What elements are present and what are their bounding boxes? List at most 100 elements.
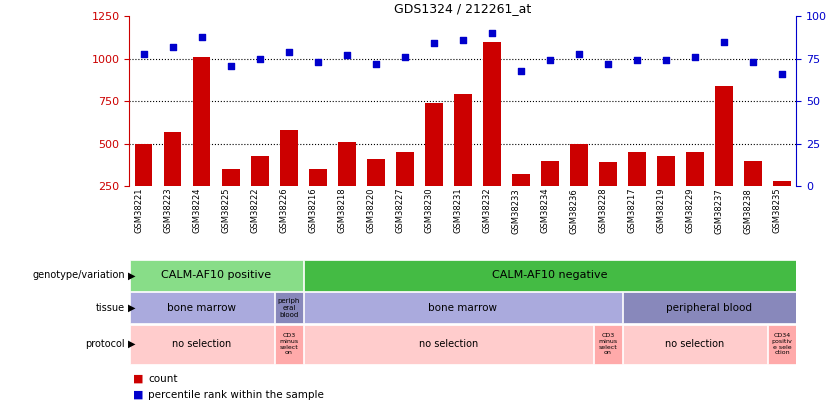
Text: CALM-AF10 positive: CALM-AF10 positive [161, 271, 271, 280]
Point [340, 52, 354, 59]
Bar [768, 325, 796, 364]
Point [717, 38, 731, 45]
Point [398, 54, 411, 60]
Text: GSM38232: GSM38232 [483, 188, 492, 233]
Bar [304, 260, 796, 291]
Text: GSM38228: GSM38228 [599, 188, 608, 233]
Text: ■: ■ [133, 390, 144, 400]
Bar [425, 103, 443, 229]
Text: GSM38224: GSM38224 [193, 188, 202, 233]
Bar [570, 144, 588, 229]
Text: peripheral blood: peripheral blood [666, 303, 752, 313]
Title: GDS1324 / 212261_at: GDS1324 / 212261_at [394, 2, 531, 15]
Bar [309, 169, 327, 229]
Point [369, 61, 383, 67]
Text: GSM38230: GSM38230 [425, 188, 434, 233]
Text: GSM38225: GSM38225 [222, 188, 231, 233]
Bar [304, 325, 593, 364]
Text: GSM38238: GSM38238 [744, 188, 753, 234]
Text: ▶: ▶ [128, 271, 135, 280]
Bar [716, 86, 732, 229]
Text: GSM38222: GSM38222 [251, 188, 260, 233]
Text: percentile rank within the sample: percentile rank within the sample [148, 390, 324, 400]
Text: CD34
positiv
e sele
ction: CD34 positiv e sele ction [771, 333, 792, 356]
Bar [744, 161, 761, 229]
Text: GSM38236: GSM38236 [570, 188, 579, 234]
Text: bone marrow: bone marrow [429, 303, 497, 313]
Bar [599, 162, 616, 229]
Bar [512, 175, 530, 229]
Bar [367, 159, 384, 229]
Bar [396, 152, 414, 229]
Point [254, 55, 267, 62]
Bar [193, 57, 210, 229]
Point [137, 50, 150, 57]
Text: bone marrow: bone marrow [168, 303, 236, 313]
Text: tissue: tissue [96, 303, 125, 313]
Text: ■: ■ [133, 374, 144, 384]
Point [282, 49, 295, 55]
Text: GSM38231: GSM38231 [454, 188, 463, 233]
Text: CALM-AF10 negative: CALM-AF10 negative [492, 271, 608, 280]
Text: GSM38229: GSM38229 [686, 188, 695, 233]
Text: GSM38234: GSM38234 [541, 188, 550, 233]
Bar [541, 161, 559, 229]
Text: GSM38217: GSM38217 [628, 188, 637, 233]
Point [601, 61, 615, 67]
Text: CD3
minus
select
on: CD3 minus select on [279, 333, 299, 356]
Bar [455, 94, 471, 229]
Bar [773, 181, 791, 229]
Text: periph
eral
blood: periph eral blood [278, 298, 300, 318]
Point [485, 30, 499, 36]
Point [515, 67, 528, 74]
Text: GSM38237: GSM38237 [715, 188, 724, 234]
Text: GSM38235: GSM38235 [773, 188, 782, 233]
Point [224, 62, 238, 69]
Text: protocol: protocol [85, 339, 125, 349]
Bar [483, 42, 500, 229]
Text: GSM38227: GSM38227 [396, 188, 404, 233]
Point [543, 57, 556, 64]
Bar [686, 152, 704, 229]
Bar [164, 132, 182, 229]
Bar [280, 130, 298, 229]
Bar [130, 292, 274, 323]
Point [572, 50, 585, 57]
Bar [338, 142, 355, 229]
Bar [628, 152, 646, 229]
Text: ▶: ▶ [128, 339, 135, 349]
Text: ▶: ▶ [128, 303, 135, 313]
Text: GSM38216: GSM38216 [309, 188, 318, 233]
Point [746, 59, 760, 65]
Text: no selection: no selection [172, 339, 231, 349]
Text: CD3
minus
select
on: CD3 minus select on [598, 333, 617, 356]
Bar [623, 292, 796, 323]
Text: genotype/variation: genotype/variation [33, 271, 125, 280]
Bar [657, 156, 675, 229]
Bar [275, 292, 303, 323]
Text: GSM38219: GSM38219 [657, 188, 666, 233]
Text: GSM38220: GSM38220 [367, 188, 376, 233]
Text: no selection: no selection [419, 339, 478, 349]
Point [659, 57, 672, 64]
Bar [130, 325, 274, 364]
Bar [275, 325, 303, 364]
Text: GSM38226: GSM38226 [280, 188, 289, 233]
Bar [130, 260, 303, 291]
Bar [623, 325, 767, 364]
Text: GSM38218: GSM38218 [338, 188, 347, 233]
Text: count: count [148, 374, 178, 384]
Bar [222, 169, 239, 229]
Text: GSM38233: GSM38233 [512, 188, 521, 234]
Bar [251, 156, 269, 229]
Text: no selection: no selection [666, 339, 725, 349]
Bar [594, 325, 622, 364]
Bar [304, 292, 622, 323]
Text: GSM38221: GSM38221 [135, 188, 143, 233]
Point [311, 59, 324, 65]
Point [166, 44, 179, 50]
Point [195, 33, 208, 40]
Point [456, 37, 470, 43]
Bar [135, 144, 153, 229]
Point [688, 54, 701, 60]
